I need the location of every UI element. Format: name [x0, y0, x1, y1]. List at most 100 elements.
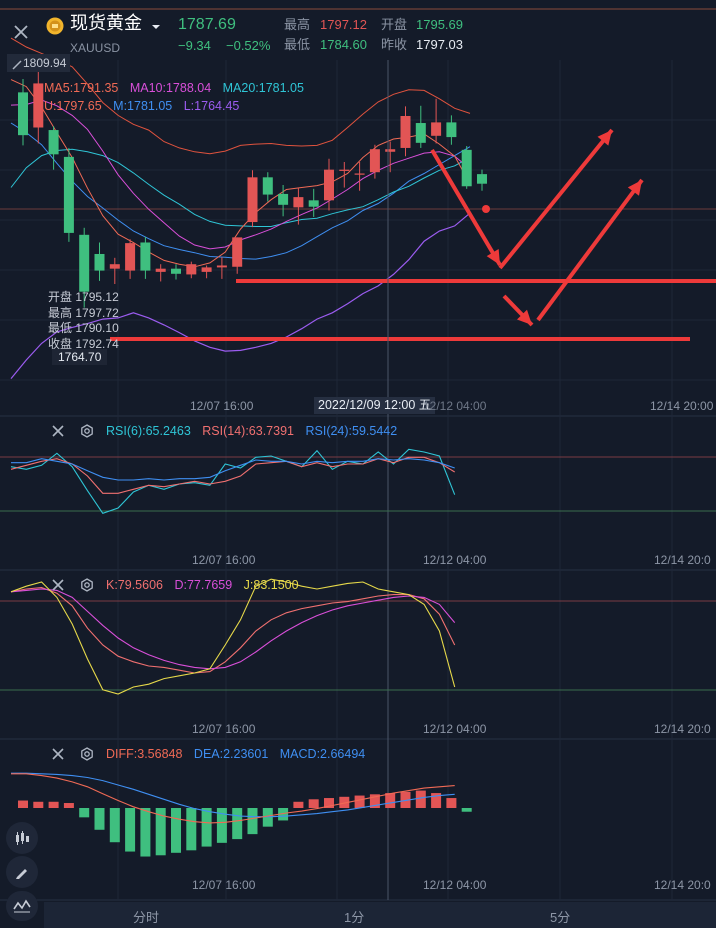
kdj-x-tick: 12/12 04:00	[423, 722, 487, 736]
boll-l-legend: L:1764.45	[183, 99, 240, 113]
quote-header: 现货黄金 XAUUSD 1787.69 −9.34 −0.52% 最高 1797…	[0, 0, 716, 60]
ma20-line	[10, 148, 471, 227]
current-price-dot	[482, 205, 490, 213]
candle-body	[477, 174, 487, 184]
arrow-up-2-shaft	[536, 178, 644, 322]
axis-high-value: 1809.94	[23, 56, 67, 70]
rsi14-legend: RSI(14):63.7391	[202, 424, 294, 438]
crosshair-time-label: 2022/12/09 12:00 五	[314, 397, 436, 414]
d-legend: D:77.7659	[174, 578, 233, 592]
macd-histogram-bar	[431, 793, 442, 808]
candle-body	[461, 149, 472, 187]
prev-close-label: 昨收	[381, 37, 408, 52]
boll-legend: U:1797.65 M:1781.05 L:1764.45	[44, 99, 247, 113]
close-icon[interactable]	[50, 577, 66, 593]
macd-value-legend: MACD:2.66494	[279, 747, 366, 761]
tab-5min[interactable]: 5分	[550, 910, 571, 925]
rsi-legend: RSI(6):65.2463 RSI(14):63.7391 RSI(24):5…	[106, 424, 405, 438]
current-price: 1787.69	[178, 16, 236, 33]
diff-legend: DIFF:3.56848	[106, 747, 183, 761]
close-icon[interactable]	[9, 20, 33, 44]
macd-histogram-bar	[125, 808, 136, 852]
dea-legend: DEA:2.23601	[193, 747, 269, 761]
ohlc-open-label: 开盘	[48, 290, 73, 304]
candle-body	[109, 264, 120, 269]
macd-histogram-bar	[63, 803, 74, 808]
macd-histogram-bar	[33, 801, 44, 808]
macd-histogram-bar	[369, 794, 380, 808]
ma-legend: MA5:1791.35 MA10:1788.04 MA20:1781.05	[44, 81, 312, 95]
macd-histogram-bar	[201, 808, 212, 847]
tab-timeshare[interactable]: 分时	[133, 910, 160, 925]
high-value: 1797.12	[320, 17, 367, 32]
macd-histogram-bar	[186, 808, 197, 851]
ohlc-high-label: 最高	[48, 305, 73, 320]
candle-body	[324, 169, 334, 201]
candle-body	[262, 177, 273, 195]
settings-icon[interactable]	[79, 577, 95, 593]
prev-close-value: 1797.03	[416, 37, 463, 52]
main-x-tick: 12/07 16:00	[190, 399, 254, 413]
macd-histogram-bar	[293, 801, 304, 808]
ohlc-high-value: 1797.72	[75, 305, 119, 320]
arrow-down-2-head	[516, 309, 532, 325]
arrow-down-1-head	[486, 249, 500, 265]
boll-lower-line	[10, 212, 471, 379]
chart-canvas[interactable]	[0, 0, 716, 902]
draw-tool-icon[interactable]	[11, 59, 23, 70]
macd-histogram-bar	[48, 801, 59, 808]
candle-body	[339, 169, 350, 171]
macd-histogram-bar	[247, 808, 258, 835]
main-x-tick: 12/14 20:00	[650, 399, 714, 413]
dropdown-caret-icon[interactable]	[151, 22, 161, 32]
candle-style-icon[interactable]	[6, 822, 38, 854]
candle-body	[354, 173, 365, 175]
macd-histogram-bar	[171, 808, 181, 853]
candle-body	[171, 268, 181, 274]
open-value: 1795.69	[416, 17, 463, 32]
candle-body	[79, 234, 90, 292]
ohlc-close-value: 1792.74	[75, 336, 119, 351]
tab-1min[interactable]: 1分	[344, 910, 365, 925]
ohlc-tooltip: 开盘 1795.12 最高 1797.72 最低 1790.10 收盘 1792…	[48, 290, 119, 352]
settings-icon[interactable]	[79, 746, 95, 762]
macd-histogram-bar	[18, 800, 28, 808]
macd-histogram-bar	[155, 808, 166, 856]
high-label: 最高	[284, 17, 311, 32]
open-label: 开盘	[381, 17, 408, 32]
axis-low-label: 1764.70	[52, 349, 108, 365]
ma10-legend: MA10:1788.04	[129, 81, 212, 95]
axis-high-label: 1809.94	[7, 54, 71, 72]
macd-histogram-bar	[278, 808, 289, 821]
candle-body	[232, 237, 243, 267]
rsi-x-tick: 12/14 20:0	[654, 553, 711, 567]
candle-body	[201, 267, 212, 272]
rsi-line-1	[10, 448, 456, 514]
main-x-tick: 12/12 04:00	[423, 399, 487, 413]
diff-line	[11, 773, 455, 824]
candle-body	[186, 264, 197, 275]
period-tabs: 分时 1分 5分	[44, 902, 716, 928]
ma5-legend: MA5:1791.35	[44, 81, 119, 95]
macd-x-tick: 12/12 04:00	[423, 878, 487, 892]
candle-body	[33, 83, 44, 128]
kdj-legend: K:79.5606 D:77.7659 J:83.1500	[106, 578, 307, 592]
boll-m-legend: M:1781.05	[113, 99, 173, 113]
kdj-line-2	[10, 588, 456, 670]
settings-icon[interactable]	[79, 423, 95, 439]
macd-histogram-bar	[415, 790, 426, 808]
symbol-name[interactable]: 现货黄金	[70, 13, 142, 33]
candle-body	[94, 253, 105, 271]
candle-body	[415, 123, 426, 143]
dea-line	[11, 772, 455, 818]
arrow-up-1-head	[597, 130, 612, 146]
macd-legend: DIFF:3.56848 DEA:2.23601 MACD:2.66494	[106, 747, 373, 761]
boll-u-legend: U:1797.65	[44, 99, 102, 113]
ohlc-close-label: 收盘	[48, 336, 73, 351]
close-icon[interactable]	[50, 423, 66, 439]
close-icon[interactable]	[50, 746, 66, 762]
draw-pen-icon[interactable]	[6, 856, 38, 888]
candle-body	[385, 149, 396, 152]
indicator-icon[interactable]	[6, 891, 38, 921]
arrow-up-1-shaft	[498, 128, 614, 270]
